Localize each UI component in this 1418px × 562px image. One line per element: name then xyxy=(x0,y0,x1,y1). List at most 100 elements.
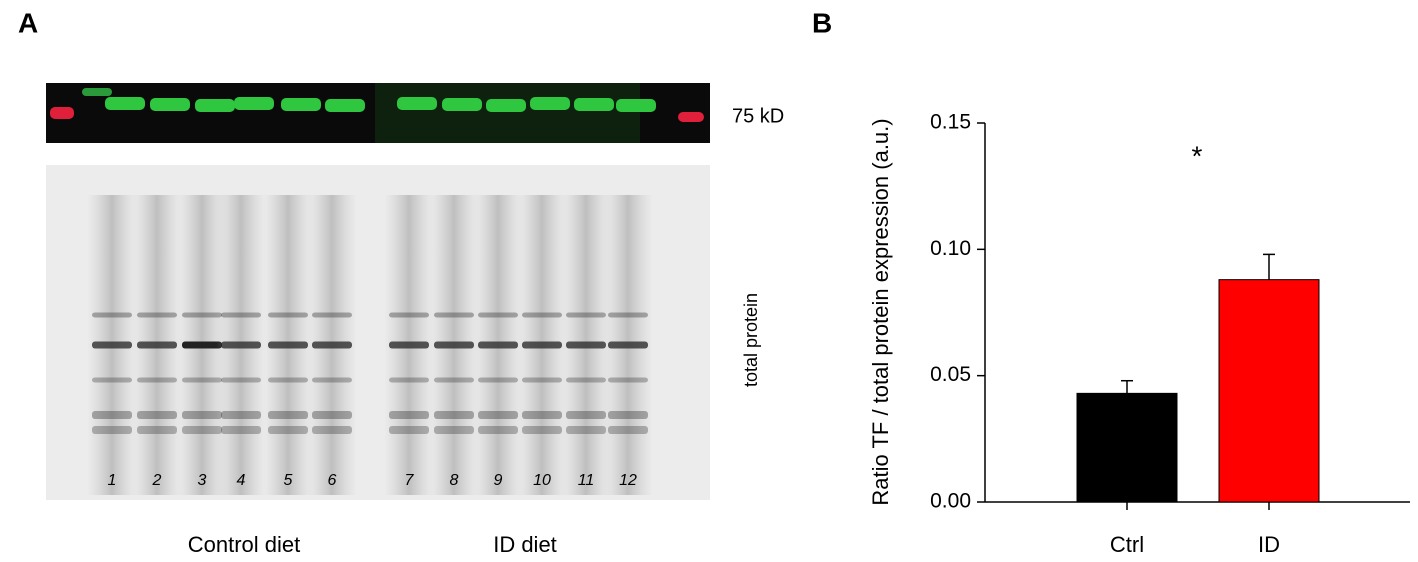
band xyxy=(478,411,518,419)
band xyxy=(522,411,562,419)
band xyxy=(137,341,177,349)
band xyxy=(434,312,474,318)
band xyxy=(566,312,606,318)
band xyxy=(312,377,352,383)
western-blot xyxy=(46,83,710,500)
significance-marker: * xyxy=(1192,140,1203,171)
band xyxy=(434,411,474,419)
bar xyxy=(1218,279,1320,503)
lane-number: 2 xyxy=(152,472,162,489)
band xyxy=(325,99,365,112)
band xyxy=(268,426,308,434)
marker-band xyxy=(50,107,74,119)
band xyxy=(616,99,656,112)
y-tick-label: 0.10 xyxy=(930,237,971,260)
band xyxy=(530,97,570,110)
band xyxy=(566,377,606,383)
band xyxy=(150,98,190,111)
y-axis-label: Ratio TF / total protein expression (a.u… xyxy=(868,118,893,505)
band xyxy=(522,426,562,434)
group-label: ID diet xyxy=(493,532,557,557)
band xyxy=(434,377,474,383)
band xyxy=(608,312,648,318)
band xyxy=(221,312,261,318)
band xyxy=(566,341,606,349)
band xyxy=(389,411,429,419)
blot-label: 75 kD xyxy=(732,105,784,127)
band xyxy=(566,411,606,419)
lane-number: 10 xyxy=(533,472,551,489)
band xyxy=(137,426,177,434)
band xyxy=(389,426,429,434)
band xyxy=(312,411,352,419)
lane-number: 7 xyxy=(405,472,415,489)
lane-number: 8 xyxy=(450,472,459,489)
band xyxy=(92,426,132,434)
band xyxy=(182,341,222,349)
band xyxy=(608,411,648,419)
lane-number: 5 xyxy=(284,472,293,489)
lane-number: 12 xyxy=(619,472,637,489)
band xyxy=(442,98,482,111)
band xyxy=(92,341,132,349)
lane-number: 1 xyxy=(108,472,117,489)
x-tick-label: ID xyxy=(1258,532,1280,557)
band xyxy=(434,426,474,434)
band xyxy=(522,341,562,349)
band xyxy=(105,97,145,110)
band xyxy=(82,88,112,96)
bar xyxy=(1076,392,1178,503)
band xyxy=(92,411,132,419)
band xyxy=(221,411,261,419)
lane-number: 11 xyxy=(578,472,595,489)
band xyxy=(574,98,614,111)
band xyxy=(281,98,321,111)
band xyxy=(182,377,222,383)
band xyxy=(608,426,648,434)
band xyxy=(522,312,562,318)
lane-number: 9 xyxy=(494,472,503,489)
band xyxy=(221,341,261,349)
band xyxy=(92,377,132,383)
band xyxy=(312,426,352,434)
band xyxy=(268,411,308,419)
group-label: Control diet xyxy=(188,532,301,557)
panel-label: A xyxy=(18,7,38,38)
band xyxy=(608,377,648,383)
y-tick-label: 0.00 xyxy=(930,490,971,513)
band xyxy=(268,377,308,383)
panel-label: B xyxy=(812,7,832,38)
blot-background xyxy=(375,83,640,143)
band xyxy=(397,97,437,110)
band xyxy=(234,97,274,110)
lane-number: 3 xyxy=(198,472,207,489)
band xyxy=(195,99,235,112)
lane-number: 6 xyxy=(328,472,337,489)
band xyxy=(137,377,177,383)
band xyxy=(566,426,606,434)
lane-number: 4 xyxy=(237,472,246,489)
y-tick-label: 0.05 xyxy=(930,363,971,386)
y-tick-label: 0.15 xyxy=(930,111,971,134)
band xyxy=(137,411,177,419)
marker-band xyxy=(678,112,704,122)
band xyxy=(608,341,648,349)
band xyxy=(312,341,352,349)
band xyxy=(389,341,429,349)
band xyxy=(221,426,261,434)
band xyxy=(182,312,222,318)
band xyxy=(434,341,474,349)
band xyxy=(478,426,518,434)
band xyxy=(182,426,222,434)
band xyxy=(312,312,352,318)
band xyxy=(478,312,518,318)
band xyxy=(389,377,429,383)
band xyxy=(182,411,222,419)
band xyxy=(92,312,132,318)
x-tick-label: Ctrl xyxy=(1110,532,1144,557)
band xyxy=(486,99,526,112)
band xyxy=(522,377,562,383)
band xyxy=(137,312,177,318)
band xyxy=(221,377,261,383)
